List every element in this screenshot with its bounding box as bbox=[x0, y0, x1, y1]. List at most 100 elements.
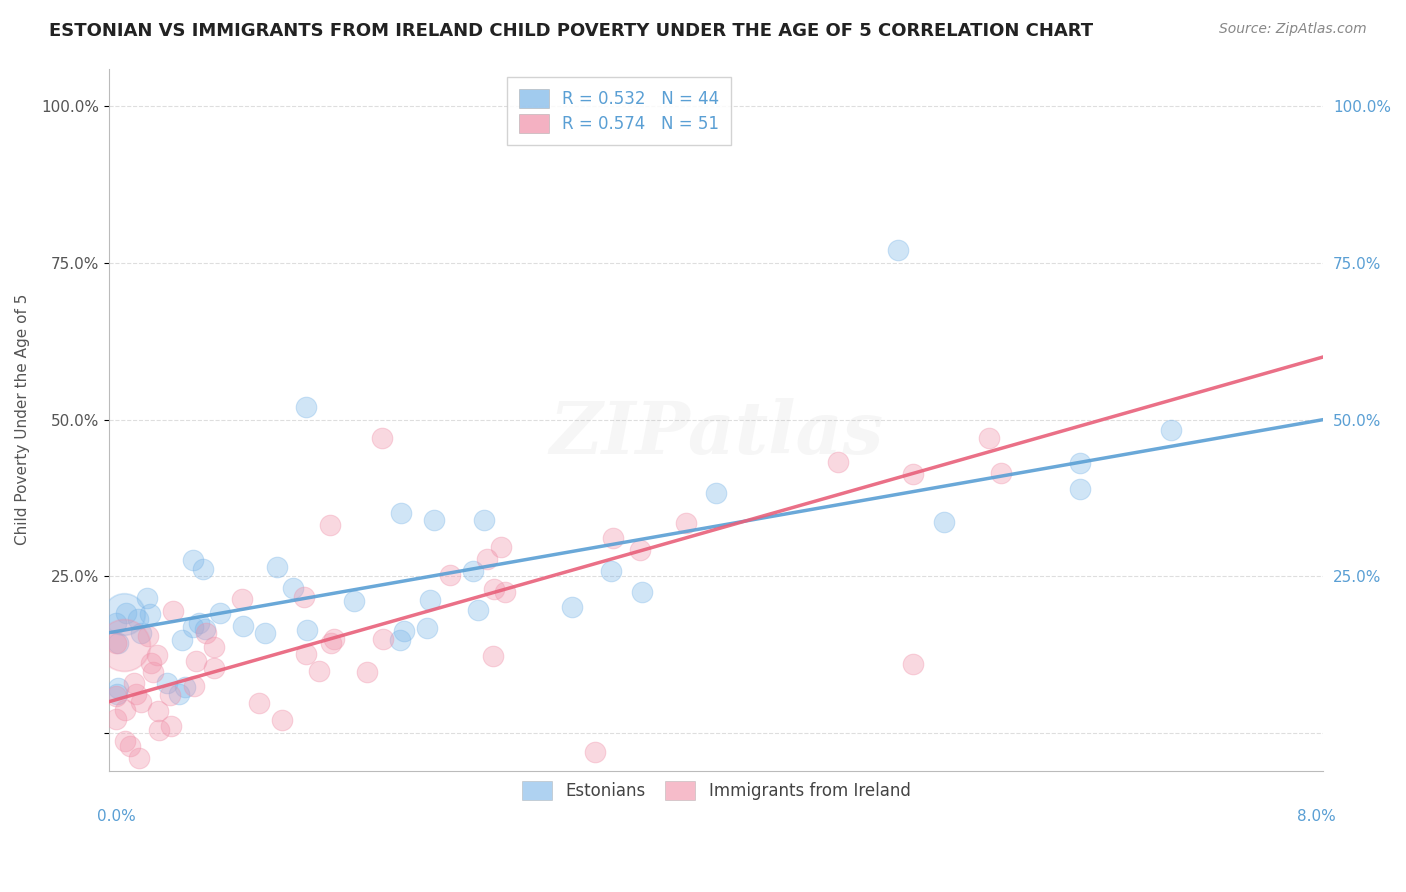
Point bbox=[191, 562, 214, 576]
Point bbox=[416, 621, 439, 635]
Y-axis label: Child Poverty Under the Age of 5: Child Poverty Under the Age of 5 bbox=[15, 294, 30, 545]
Point bbox=[628, 543, 651, 558]
Point bbox=[1069, 482, 1091, 496]
Point bbox=[356, 665, 378, 680]
Point bbox=[295, 400, 318, 414]
Point bbox=[105, 689, 128, 703]
Point bbox=[484, 582, 506, 596]
Point bbox=[419, 592, 441, 607]
Point bbox=[167, 687, 190, 701]
Point bbox=[136, 629, 159, 643]
Point bbox=[675, 516, 697, 531]
Point bbox=[371, 432, 394, 446]
Point bbox=[209, 606, 232, 620]
Point bbox=[281, 581, 304, 595]
Point bbox=[174, 681, 197, 695]
Point bbox=[142, 665, 165, 679]
Point bbox=[114, 734, 136, 748]
Point bbox=[148, 704, 170, 718]
Point bbox=[308, 664, 330, 678]
Point bbox=[461, 565, 484, 579]
Point bbox=[187, 615, 209, 630]
Point bbox=[129, 625, 152, 640]
Point bbox=[115, 606, 138, 620]
Text: 0.0%: 0.0% bbox=[97, 809, 135, 824]
Point bbox=[105, 687, 128, 701]
Point bbox=[148, 723, 170, 737]
Point bbox=[247, 696, 270, 710]
Point bbox=[704, 486, 727, 500]
Point bbox=[232, 619, 254, 633]
Point bbox=[1160, 423, 1182, 437]
Point bbox=[122, 676, 145, 690]
Point bbox=[162, 604, 184, 618]
Point bbox=[472, 513, 495, 527]
Point bbox=[423, 513, 446, 527]
Point bbox=[467, 603, 489, 617]
Point bbox=[583, 745, 606, 759]
Point bbox=[561, 600, 583, 615]
Point bbox=[903, 467, 925, 482]
Point bbox=[253, 626, 276, 640]
Point bbox=[139, 607, 162, 621]
Point bbox=[827, 455, 849, 469]
Point bbox=[125, 687, 148, 701]
Text: ESTONIAN VS IMMIGRANTS FROM IRELAND CHILD POVERTY UNDER THE AGE OF 5 CORRELATION: ESTONIAN VS IMMIGRANTS FROM IRELAND CHIL… bbox=[49, 22, 1094, 40]
Point bbox=[194, 623, 217, 637]
Point bbox=[494, 585, 516, 599]
Point bbox=[114, 703, 136, 717]
Point bbox=[322, 632, 344, 647]
Point bbox=[389, 633, 412, 648]
Point bbox=[319, 636, 342, 650]
Point bbox=[990, 466, 1012, 480]
Point bbox=[439, 567, 461, 582]
Point bbox=[932, 515, 955, 529]
Point bbox=[903, 657, 925, 672]
Point bbox=[482, 649, 505, 664]
Point bbox=[266, 560, 288, 574]
Text: ZIPatlas: ZIPatlas bbox=[548, 398, 883, 469]
Point bbox=[1069, 457, 1091, 471]
Point bbox=[129, 695, 152, 709]
Point bbox=[105, 635, 128, 649]
Point bbox=[112, 638, 135, 652]
Text: Source: ZipAtlas.com: Source: ZipAtlas.com bbox=[1219, 22, 1367, 37]
Point bbox=[294, 647, 316, 661]
Point bbox=[270, 713, 292, 727]
Point bbox=[118, 739, 141, 753]
Point bbox=[181, 620, 204, 634]
Point bbox=[343, 594, 366, 608]
Point bbox=[599, 564, 621, 578]
Point bbox=[105, 713, 128, 727]
Point bbox=[135, 591, 157, 606]
Point bbox=[295, 623, 318, 637]
Point bbox=[159, 689, 181, 703]
Text: 8.0%: 8.0% bbox=[1296, 809, 1336, 824]
Point bbox=[107, 681, 129, 696]
Point bbox=[128, 751, 150, 765]
Point bbox=[186, 654, 208, 668]
Point bbox=[183, 679, 205, 693]
Point bbox=[112, 607, 135, 621]
Point bbox=[373, 632, 395, 646]
Point bbox=[204, 640, 226, 654]
Point bbox=[181, 552, 204, 566]
Point bbox=[392, 624, 415, 638]
Point bbox=[231, 591, 253, 606]
Point bbox=[195, 626, 218, 640]
Point bbox=[202, 660, 225, 674]
Point bbox=[107, 636, 129, 650]
Point bbox=[631, 585, 654, 599]
Point bbox=[105, 616, 128, 631]
Point bbox=[979, 430, 1001, 444]
Point bbox=[139, 656, 162, 670]
Point bbox=[156, 676, 179, 690]
Point bbox=[389, 506, 412, 520]
Point bbox=[887, 244, 910, 258]
Point bbox=[159, 719, 181, 733]
Point bbox=[491, 540, 513, 554]
Point bbox=[475, 551, 498, 566]
Point bbox=[602, 531, 624, 545]
Point bbox=[127, 612, 149, 626]
Point bbox=[146, 648, 169, 662]
